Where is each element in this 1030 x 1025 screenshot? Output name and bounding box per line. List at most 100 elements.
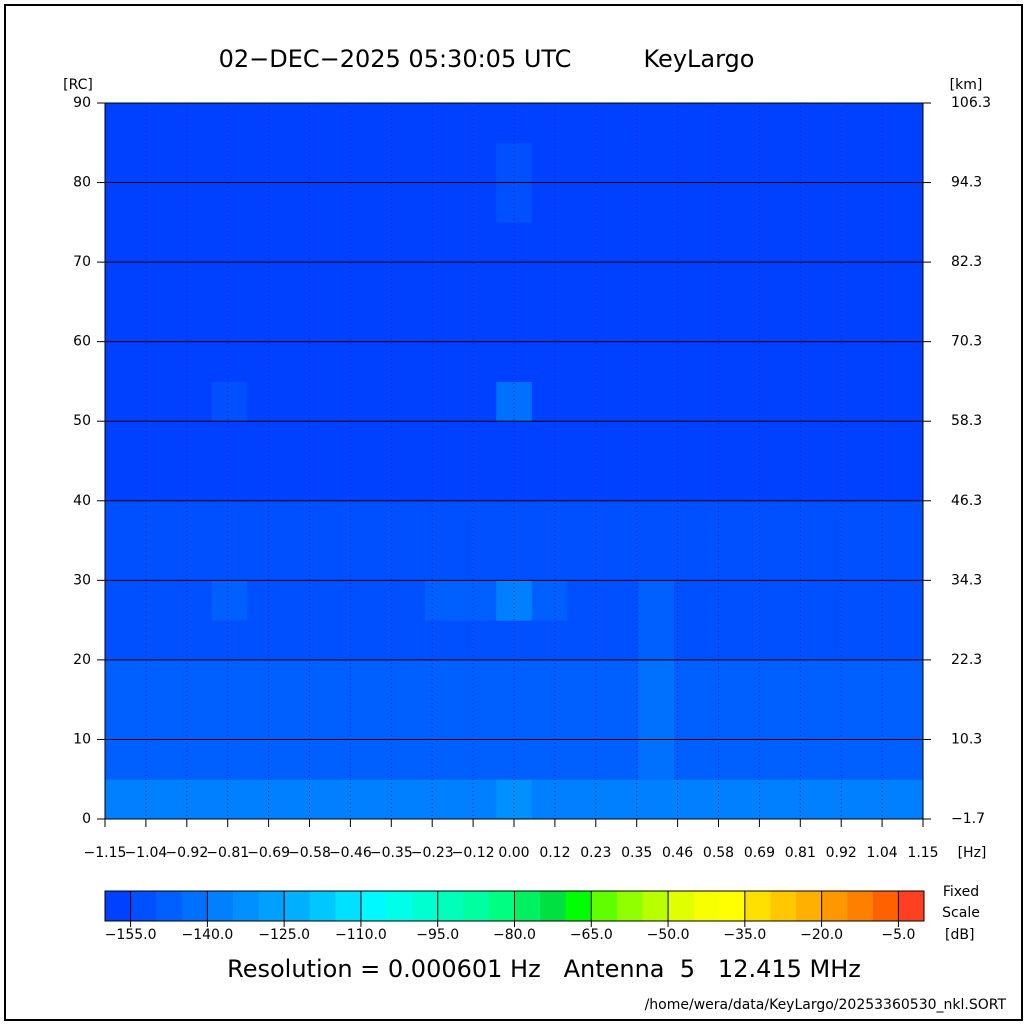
heat-cell [140,659,177,701]
heat-cell [674,461,711,502]
heat-cell [887,222,924,263]
heat-cell [425,580,462,621]
colorbar-cell [565,891,592,921]
x-tick-label: −1.15 [84,845,127,861]
heat-cell [105,461,142,502]
heat-cell [745,262,782,303]
heat-cell [816,540,853,581]
heat-cell [460,301,497,343]
colorbar-tick-label: −125.0 [258,927,310,943]
heat-cell [638,699,675,740]
heat-cell [567,182,604,223]
heat-cell [389,142,426,184]
colorbar-tick-label: −20.0 [800,927,843,943]
y2-tick-label: 94.3 [951,175,982,191]
heat-cell [780,699,817,740]
heat-cell [140,699,177,740]
heat-cell [247,659,284,701]
heat-cell [496,142,533,184]
colorbar-cell [463,891,490,921]
heat-cell [247,540,284,581]
heat-cell [567,580,604,621]
heat-cell [780,739,817,780]
heat-cell [460,421,497,462]
heat-cell [211,699,248,740]
heat-cell [176,699,213,740]
heat-cell [638,540,675,581]
heat-cell [496,580,533,621]
heat-cell [745,739,782,780]
heat-cell [211,659,248,701]
heat-cell [567,341,604,382]
heat-cell [353,739,391,780]
heat-cell [460,461,497,502]
heat-cell [318,222,355,263]
heat-cell [140,182,177,223]
heat-cell [638,500,675,542]
heat-cell [709,659,746,701]
x-tick-label: −0.23 [411,845,454,861]
heat-cell [745,142,782,184]
colorbar-tick-label: −50.0 [647,927,690,943]
heat-cell [816,142,853,184]
x-tick-label: 0.23 [580,845,611,861]
heat-cell [425,341,462,382]
heat-cell [638,381,675,422]
x-tick-label: 0.46 [662,845,693,861]
heat-cell [638,421,675,462]
heat-cell [176,142,213,184]
heat-cell [709,739,746,780]
heat-cell [353,620,391,661]
y-tick-label: 60 [73,334,91,350]
heat-cell [780,779,817,820]
heat-cell [105,341,142,382]
heat-cell [211,779,248,820]
heat-cell [567,222,604,263]
heat-cell [247,620,284,661]
heat-cell [531,341,568,382]
colorbar-cell [591,891,618,921]
heat-cell [247,461,284,502]
heat-cell [745,659,782,701]
heat-cell [709,620,746,661]
x-tick-label: 1.15 [907,845,938,861]
heat-cell [140,461,177,502]
x-tick-label: 0.12 [539,845,570,861]
heat-cell [105,222,142,263]
y2-tick-label: 22.3 [951,652,982,668]
heat-cell [389,779,426,820]
heat-cell [709,461,746,502]
heat-cell [282,182,319,223]
heat-cell [211,142,248,184]
heat-cell [176,421,213,462]
y2-tick-label: 46.3 [951,493,982,509]
heat-cell [318,580,355,621]
heat-cell [425,659,462,701]
heat-cell [425,500,462,542]
heat-cell [602,540,639,581]
heat-cell [709,500,746,542]
heat-cell [674,301,711,343]
heat-cell [780,620,817,661]
heat-cell [816,421,853,462]
heat-cell [602,620,639,661]
heat-cell [389,222,426,263]
heat-cell [211,540,248,581]
heat-cell [353,103,391,144]
heat-cell [282,540,319,581]
heat-cell [496,182,533,223]
heat-cell [140,301,177,343]
heat-cell [282,262,319,303]
heat-cell [318,301,355,343]
heat-cell [602,500,639,542]
heat-cell [851,182,888,223]
y-tick-label: 50 [73,413,91,429]
heat-cell [389,103,426,144]
y2-axis-label: [km] [950,77,983,93]
x-tick-label: 0.35 [621,845,652,861]
heat-cell [745,341,782,382]
heat-cell [780,580,817,621]
heat-cell [816,341,853,382]
heat-cell [780,421,817,462]
heat-cell [816,301,853,343]
